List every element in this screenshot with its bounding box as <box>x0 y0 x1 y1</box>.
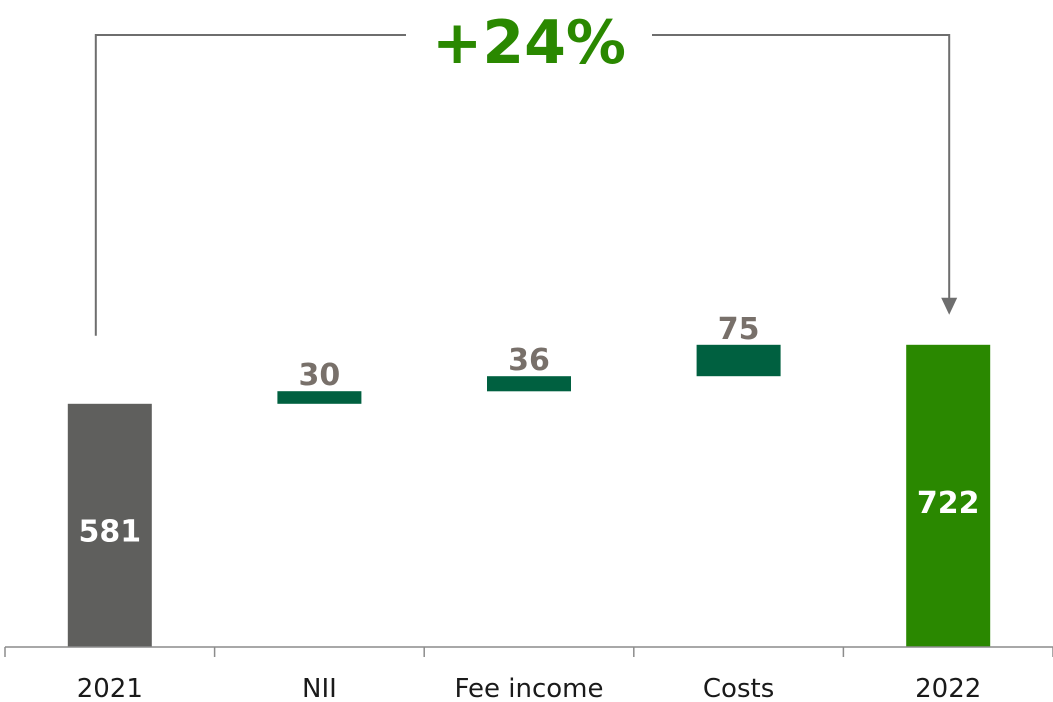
connector-right <box>652 34 951 300</box>
bars-layer <box>67 344 991 647</box>
bar-fee-income <box>487 376 571 392</box>
bar-costs <box>696 344 781 377</box>
data-label-2022: 722 <box>917 486 980 521</box>
bar-nii <box>277 391 362 404</box>
bar-2022 <box>906 344 991 647</box>
tick-label-fee-income: Fee income <box>454 674 603 702</box>
tick-label-2021: 2021 <box>77 674 143 702</box>
tick-label-costs: Costs <box>703 674 774 702</box>
tick-label-2022: 2022 <box>915 674 981 702</box>
arrow-head-icon <box>941 297 958 315</box>
growth-annotation: +24% <box>432 8 626 78</box>
x-axis <box>4 646 1053 657</box>
bar-2021 <box>67 403 152 647</box>
tick-label-nii: NII <box>302 674 337 702</box>
labels-layer: 2021 NII Fee income Costs 2022 581 30 36 75 722 <box>77 312 982 702</box>
data-label-2021: 581 <box>78 514 141 549</box>
data-label-fee-income: 36 <box>508 343 550 378</box>
data-label-nii: 30 <box>299 358 341 393</box>
connector-left <box>94 34 406 336</box>
growth-connector <box>94 34 958 336</box>
data-label-costs: 75 <box>718 312 760 347</box>
